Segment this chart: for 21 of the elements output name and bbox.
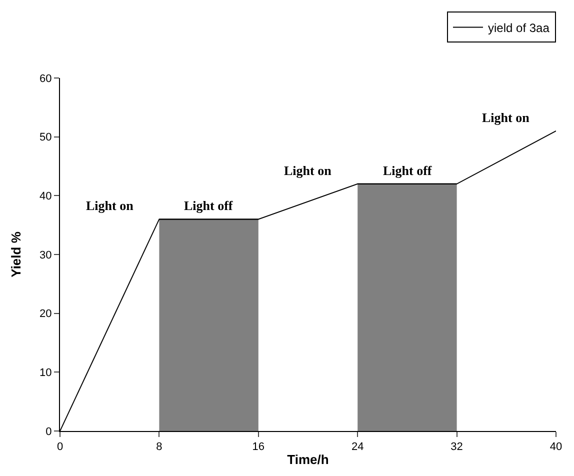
annotation: Light on — [284, 163, 332, 178]
legend-label: yield of 3aa — [488, 20, 550, 35]
y-tick-label: 20 — [40, 308, 52, 320]
y-tick-label: 60 — [40, 72, 52, 85]
annotation: Light off — [383, 163, 432, 178]
y-tick-label: 0 — [46, 426, 52, 438]
y-tick-label: 40 — [40, 190, 52, 203]
annotation: Light on — [86, 198, 134, 213]
y-tick-label: 50 — [40, 132, 52, 144]
annotation: Light off — [184, 198, 234, 213]
x-tick-label: 24 — [351, 441, 364, 454]
x-tick-label: 8 — [156, 441, 162, 454]
y-axis-title: Yield % — [8, 231, 24, 278]
x-axis-title: Time/h — [287, 452, 329, 467]
x-tick-label: 0 — [56, 441, 64, 454]
x-tick-label: 40 — [550, 441, 562, 454]
y-tick-label: 10 — [40, 367, 52, 380]
y-tick-label: 30 — [40, 249, 52, 262]
annotation: Light on — [482, 110, 530, 125]
x-tick-label: 32 — [450, 441, 463, 454]
x-tick-label: 16 — [252, 441, 265, 454]
